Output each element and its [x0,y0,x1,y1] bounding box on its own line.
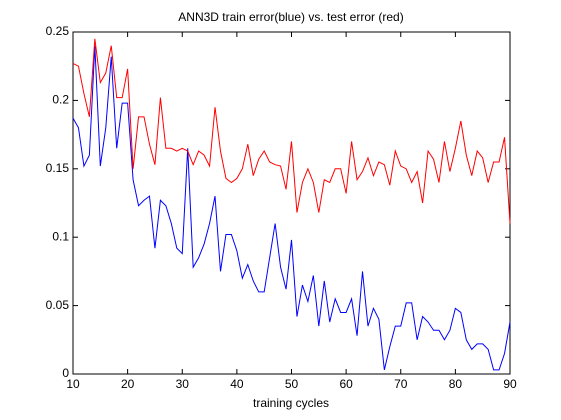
y-tick-label: 0.2 [52,93,69,107]
y-tick-label: 0 [62,366,69,380]
x-tick-label: 60 [339,377,353,391]
plot-box [72,31,511,375]
x-axis-label: training cycles [253,396,329,410]
x-tick-label: 50 [285,377,299,391]
x-tick-label: 30 [176,377,190,391]
x-tick-label: 20 [121,377,135,391]
x-tick-label: 90 [503,377,517,391]
series-line [72,45,511,371]
x-tick-label: 10 [66,377,80,391]
y-tick-label: 0.1 [52,229,69,243]
x-tick-label: 40 [230,377,244,391]
y-tick-label: 0.25 [46,24,70,38]
x-tick-label: 70 [394,377,408,391]
x-tick-label: 80 [449,377,463,391]
y-tick-label: 0.15 [46,161,70,175]
series-line [72,38,511,224]
y-tick-label: 0.05 [46,298,70,312]
chart-title: ANN3D train error(blue) vs. test error (… [178,10,403,24]
